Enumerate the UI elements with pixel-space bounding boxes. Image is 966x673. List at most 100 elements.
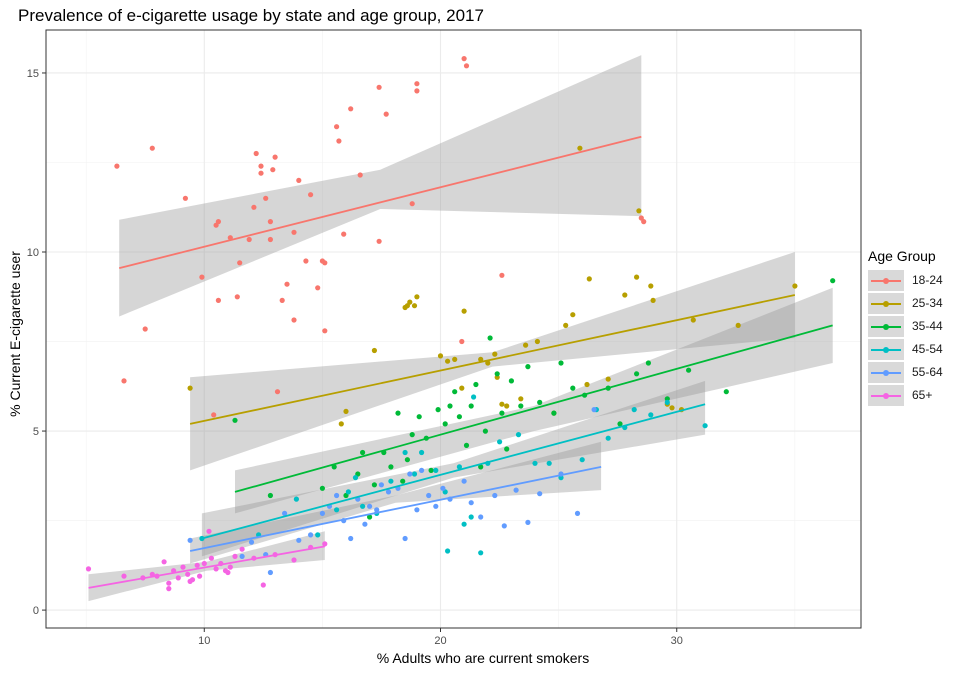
trend-line-65+ bbox=[88, 545, 325, 589]
data-point-35-44 bbox=[570, 385, 576, 391]
data-point-18-24 bbox=[348, 106, 354, 112]
data-point-55-64 bbox=[433, 503, 439, 509]
data-point-45-54 bbox=[456, 464, 462, 470]
legend-title: Age Group bbox=[868, 248, 936, 264]
trend-line-35-44 bbox=[234, 324, 833, 493]
y-tick-label: 15 bbox=[27, 68, 39, 80]
legend-label: 45-54 bbox=[912, 342, 943, 356]
data-point-35-44 bbox=[487, 335, 493, 341]
data-point-35-44 bbox=[428, 467, 434, 473]
data-point-35-44 bbox=[537, 399, 543, 405]
data-point-25-34 bbox=[461, 308, 467, 314]
data-point-45-54 bbox=[315, 532, 321, 538]
data-point-25-34 bbox=[634, 274, 640, 280]
data-point-65+ bbox=[239, 546, 245, 552]
y-axis-title: % Current E-cigarette user bbox=[7, 251, 23, 417]
legend-key bbox=[868, 385, 904, 406]
data-point-55-64 bbox=[419, 467, 425, 473]
panel-border bbox=[45, 29, 862, 629]
x-axis-title: % Adults who are current smokers bbox=[376, 650, 590, 666]
data-point-25-34 bbox=[534, 338, 541, 345]
data-point-55-64 bbox=[239, 553, 245, 560]
data-point-65+ bbox=[180, 564, 186, 570]
data-point-55-64 bbox=[440, 485, 446, 491]
data-point-45-54 bbox=[411, 471, 418, 477]
data-point-55-64 bbox=[402, 535, 408, 542]
data-point-18-24 bbox=[357, 172, 363, 178]
legend-label: 18-24 bbox=[912, 273, 943, 287]
data-point-45-54 bbox=[664, 399, 670, 405]
data-point-25-34 bbox=[570, 312, 576, 318]
legend-key bbox=[868, 293, 904, 314]
data-point-45-54 bbox=[334, 507, 340, 513]
data-point-18-24 bbox=[234, 294, 240, 300]
data-point-65+ bbox=[206, 528, 212, 534]
legend-key bbox=[868, 270, 904, 291]
legend-item-55-64: 55-64 bbox=[868, 362, 964, 385]
data-point-55-64 bbox=[348, 535, 354, 542]
data-point-35-44 bbox=[409, 432, 415, 438]
data-point-18-24 bbox=[341, 231, 347, 237]
x-tick-label: 20 bbox=[434, 635, 446, 647]
data-point-18-24 bbox=[461, 56, 467, 62]
data-point-18-24 bbox=[641, 219, 647, 225]
data-point-65+ bbox=[166, 580, 172, 586]
data-point-18-24 bbox=[237, 260, 243, 266]
data-point-55-64 bbox=[362, 521, 368, 527]
legend-item-35-44: 35-44 bbox=[868, 316, 964, 339]
data-point-18-24 bbox=[376, 238, 382, 244]
data-point-45-54 bbox=[419, 449, 425, 456]
data-point-25-34 bbox=[504, 403, 510, 409]
data-point-55-64 bbox=[267, 569, 273, 576]
data-point-35-44 bbox=[551, 410, 557, 416]
data-point-25-34 bbox=[499, 401, 505, 407]
legend-label: 55-64 bbox=[912, 365, 943, 379]
data-point-18-24 bbox=[414, 88, 420, 94]
data-point-55-64 bbox=[574, 510, 581, 516]
data-point-25-34 bbox=[437, 353, 444, 359]
data-point-55-64 bbox=[248, 539, 255, 545]
y-tick-label: 5 bbox=[33, 426, 39, 438]
data-point-25-34 bbox=[187, 385, 193, 391]
data-point-18-24 bbox=[251, 204, 257, 210]
x-tick-label: 10 bbox=[198, 635, 210, 647]
data-point-65+ bbox=[225, 569, 231, 576]
panel-background bbox=[46, 30, 861, 628]
y-tick-label: 0 bbox=[33, 605, 39, 617]
data-point-25-34 bbox=[586, 276, 592, 282]
data-point-55-64 bbox=[426, 492, 432, 499]
legend-key-dot bbox=[883, 301, 889, 307]
data-point-18-24 bbox=[376, 84, 382, 90]
data-point-55-64 bbox=[537, 491, 543, 497]
data-point-25-34 bbox=[563, 322, 569, 328]
legend-key bbox=[868, 339, 904, 360]
legend-item-45-54: 45-54 bbox=[868, 339, 964, 362]
data-point-35-44 bbox=[499, 410, 505, 416]
confidence-band-18-24 bbox=[119, 55, 642, 317]
data-point-18-24 bbox=[291, 229, 297, 235]
data-point-25-34 bbox=[371, 347, 377, 354]
data-point-18-24 bbox=[322, 260, 328, 266]
data-point-25-34 bbox=[459, 385, 465, 391]
data-point-55-64 bbox=[525, 519, 531, 526]
data-point-18-24 bbox=[270, 167, 276, 173]
data-point-55-64 bbox=[296, 537, 302, 543]
data-point-55-64 bbox=[319, 510, 325, 516]
data-point-35-44 bbox=[367, 514, 373, 520]
data-point-35-44 bbox=[404, 457, 410, 463]
data-point-18-24 bbox=[499, 272, 505, 278]
data-point-18-24 bbox=[121, 378, 127, 384]
data-point-45-54 bbox=[468, 514, 474, 520]
data-point-18-24 bbox=[267, 236, 273, 243]
data-point-35-44 bbox=[518, 403, 524, 409]
data-point-35-44 bbox=[416, 414, 422, 420]
data-point-35-44 bbox=[388, 464, 394, 470]
data-point-55-64 bbox=[334, 492, 340, 499]
data-point-18-24 bbox=[246, 236, 252, 243]
data-point-65+ bbox=[227, 564, 233, 570]
data-point-25-34 bbox=[605, 376, 611, 382]
data-point-55-64 bbox=[461, 478, 467, 484]
data-point-25-34 bbox=[584, 381, 590, 388]
data-point-55-64 bbox=[513, 487, 519, 493]
legend-key-dot bbox=[883, 393, 889, 399]
